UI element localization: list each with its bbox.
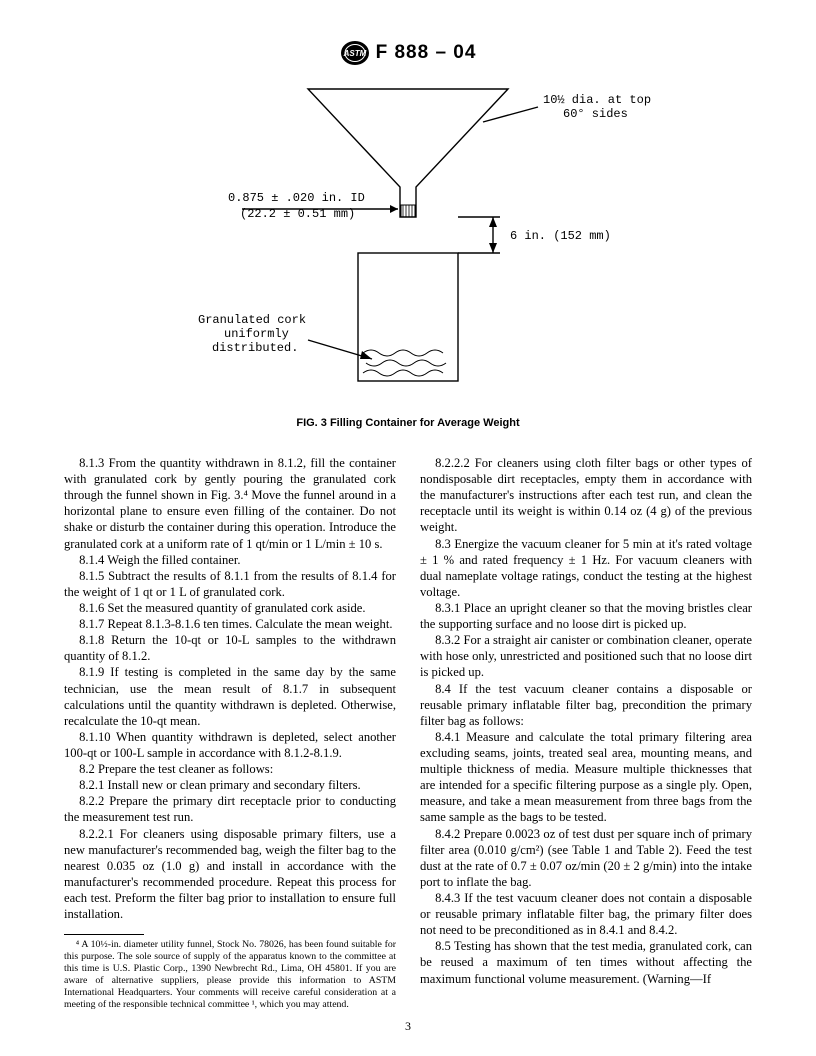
astm-logo-icon: ASTM xyxy=(340,40,370,66)
page-header: ASTM F 888 – 04 xyxy=(64,40,752,71)
para-8-1-8: 8.1.8 Return the 10-qt or 10-L samples t… xyxy=(64,632,396,664)
page-number: 3 xyxy=(0,1019,816,1034)
para-8-2-1: 8.2.1 Install new or clean primary and s… xyxy=(64,777,396,793)
para-8-1-4: 8.1.4 Weigh the filled container. xyxy=(64,552,396,568)
para-8-1-3: 8.1.3 From the quantity withdrawn in 8.1… xyxy=(64,455,396,552)
para-8-1-5: 8.1.5 Subtract the results of 8.1.1 from… xyxy=(64,568,396,600)
para-8-4-2: 8.4.2 Prepare 0.0023 oz of test dust per… xyxy=(420,826,752,890)
para-8-2-2: 8.2.2 Prepare the primary dirt receptacl… xyxy=(64,793,396,825)
svg-text:ASTM: ASTM xyxy=(342,49,366,58)
svg-text:distributed.: distributed. xyxy=(212,341,298,355)
para-8-1-9: 8.1.9 If testing is completed in the sam… xyxy=(64,664,396,728)
para-8-4-1: 8.4.1 Measure and calculate the total pr… xyxy=(420,729,752,826)
figure-caption: FIG. 3 Filling Container for Average Wei… xyxy=(64,417,752,429)
para-8-2-2-2: 8.2.2.2 For cleaners using cloth filter … xyxy=(420,455,752,536)
para-8-4: 8.4 If the test vacuum cleaner contains … xyxy=(420,681,752,729)
svg-text:60° sides: 60° sides xyxy=(563,107,628,121)
para-8-2-2-1: 8.2.2.1 For cleaners using disposable pr… xyxy=(64,826,396,923)
footnote-4: ⁴ A 10½-in. diameter utility funnel, Sto… xyxy=(64,939,396,1011)
para-8-5: 8.5 Testing has shown that the test medi… xyxy=(420,938,752,986)
svg-text:0.875 ± .020 in. ID: 0.875 ± .020 in. ID xyxy=(228,191,365,205)
svg-text:6 in. (152 mm): 6 in. (152 mm) xyxy=(510,229,611,243)
para-8-3-2: 8.3.2 For a straight air canister or com… xyxy=(420,632,752,680)
para-8-1-7: 8.1.7 Repeat 8.1.3-8.1.6 ten times. Calc… xyxy=(64,616,396,632)
para-8-3: 8.3 Energize the vacuum cleaner for 5 mi… xyxy=(420,536,752,600)
svg-text:Granulated cork: Granulated cork xyxy=(198,313,306,327)
footnote-rule xyxy=(64,934,144,935)
svg-text:uniformly: uniformly xyxy=(224,327,289,341)
body-text: 8.1.3 From the quantity withdrawn in 8.1… xyxy=(64,455,752,1011)
standard-designation: F 888 – 04 xyxy=(376,42,477,64)
para-8-2: 8.2 Prepare the test cleaner as follows: xyxy=(64,761,396,777)
para-8-3-1: 8.3.1 Place an upright cleaner so that t… xyxy=(420,600,752,632)
figure-3: 10½ dia. at top 60° sides 0.875 ± .020 i… xyxy=(64,77,752,429)
para-8-4-3: 8.4.3 If the test vacuum cleaner does no… xyxy=(420,890,752,938)
para-8-1-6: 8.1.6 Set the measured quantity of granu… xyxy=(64,600,396,616)
para-8-1-10: 8.1.10 When quantity withdrawn is deplet… xyxy=(64,729,396,761)
svg-text:10½ dia. at top: 10½ dia. at top xyxy=(543,93,651,107)
svg-text:(22.2 ± 0.51 mm): (22.2 ± 0.51 mm) xyxy=(240,207,355,221)
